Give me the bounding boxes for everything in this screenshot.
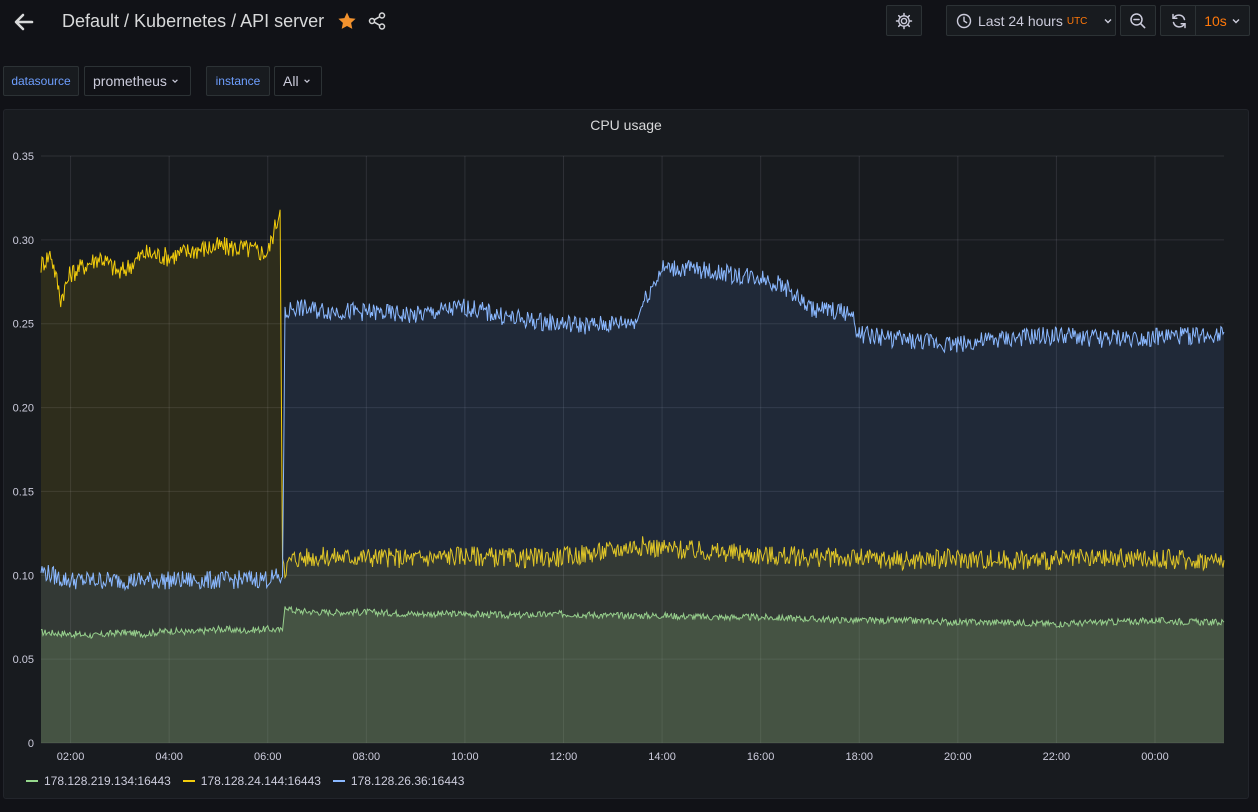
- y-tick-label: 0.05: [13, 654, 34, 666]
- x-tick-label: 10:00: [451, 751, 479, 763]
- series-area-0: [41, 606, 1224, 743]
- series-line-2[interactable]: [40, 260, 1225, 592]
- x-tick-label: 22:00: [1043, 751, 1071, 763]
- x-tick-label: 08:00: [353, 751, 381, 763]
- legend-swatch: [332, 780, 345, 782]
- y-tick-label: 0.15: [13, 486, 34, 498]
- series-line-1[interactable]: [40, 209, 1225, 580]
- refresh-interval-label: 10s: [1204, 12, 1227, 29]
- legend-swatch: [182, 780, 195, 782]
- series-line-0[interactable]: [40, 605, 1225, 640]
- clock-icon: [956, 13, 972, 28]
- zoom-out-button[interactable]: [1120, 5, 1156, 36]
- x-tick-label: 00:00: [1141, 751, 1169, 763]
- legend-item[interactable]: 178.128.219.134:16443: [26, 774, 171, 788]
- y-tick-label: 0.20: [13, 403, 34, 415]
- chevron-down-icon: [172, 79, 178, 84]
- y-tick-label: 0.10: [13, 570, 34, 582]
- x-tick-label: 20:00: [944, 751, 972, 763]
- gear-icon: [895, 12, 913, 29]
- y-tick-label: 0.25: [13, 319, 34, 331]
- chevron-down-icon: [1104, 18, 1112, 23]
- series-area-2: [41, 260, 1224, 743]
- refresh-interval-picker[interactable]: 10s: [1195, 5, 1250, 36]
- back-arrow-icon[interactable]: [10, 8, 38, 36]
- instance-value: All: [283, 73, 299, 89]
- x-tick-label: 18:00: [845, 751, 873, 763]
- legend-item[interactable]: 178.128.24.144:16443: [182, 774, 321, 788]
- x-tick-label: 06:00: [254, 751, 282, 763]
- chevron-down-icon: [303, 79, 310, 84]
- legend-item[interactable]: 178.128.26.36:16443: [332, 774, 465, 788]
- cpu-usage-panel: CPU usage 0 0.05 0.10 0.15 0.20 0.25 0.30 0.35 0…: [3, 109, 1249, 799]
- time-range-picker[interactable]: Last 24 hours UTC: [946, 5, 1116, 36]
- chart-legend: 178.128.219.134:16443 178.128.24.144:1644…: [26, 774, 464, 788]
- datasource-select[interactable]: prometheus: [84, 66, 191, 96]
- dashboard-title[interactable]: Default / Kubernetes / API server: [62, 11, 325, 31]
- time-range-label: Last 24 hours: [978, 12, 1063, 29]
- chevron-down-icon: [1232, 18, 1240, 23]
- timezone-label: UTC: [1066, 16, 1088, 27]
- datasource-value: prometheus: [93, 73, 167, 89]
- instance-select[interactable]: All: [274, 66, 322, 96]
- legend-label: 178.128.24.144:16443: [200, 774, 321, 788]
- panel-title[interactable]: CPU usage: [590, 117, 662, 133]
- cpu-usage-chart[interactable]: 0 0.05 0.10 0.15 0.20 0.25 0.30 0.35 02:00 04:00 0…: [4, 110, 1248, 798]
- x-tick-label: 14:00: [648, 751, 676, 763]
- refresh-button[interactable]: [1160, 5, 1196, 36]
- dashboard-settings-button[interactable]: [886, 5, 922, 36]
- x-tick-label: 16:00: [747, 751, 775, 763]
- legend-swatch: [26, 780, 38, 782]
- y-tick-label: 0: [28, 738, 34, 750]
- y-tick-label: 0.35: [13, 151, 34, 163]
- variable-label-datasource: datasource: [3, 66, 79, 96]
- refresh-icon: [1171, 13, 1186, 28]
- x-tick-label: 02:00: [57, 751, 85, 763]
- series-area-1: [41, 209, 1224, 743]
- x-tick-label: 12:00: [550, 751, 578, 763]
- legend-label: 178.128.26.36:16443: [350, 774, 465, 788]
- y-tick-label: 0.30: [13, 235, 34, 247]
- share-icon[interactable]: [367, 11, 387, 31]
- star-icon[interactable]: [337, 11, 357, 31]
- dashboard-header: Default / Kubernetes / API server Last 2…: [0, 0, 1258, 44]
- legend-label: 178.128.219.134:16443: [44, 774, 171, 788]
- zoom-out-icon: [1130, 12, 1146, 28]
- variable-label-instance: instance: [206, 66, 270, 96]
- x-tick-label: 04:00: [155, 751, 183, 763]
